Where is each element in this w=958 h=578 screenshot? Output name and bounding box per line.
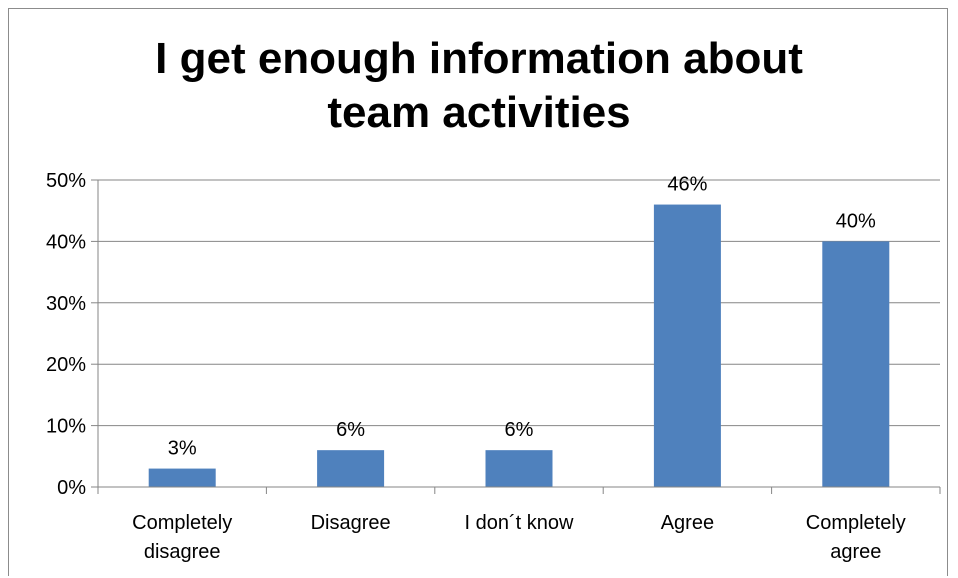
x-tick-label-line: Completely	[806, 512, 906, 534]
y-tick-label: 10%	[46, 416, 86, 438]
axes	[91, 179, 941, 494]
data-label: 6%	[336, 419, 365, 441]
x-tick-label-line: I don´t know	[465, 512, 575, 534]
x-tick-label-line: Completely	[132, 512, 232, 534]
bar	[148, 468, 216, 487]
data-label: 3%	[168, 438, 197, 460]
chart-title: I get enough information about team acti…	[155, 34, 803, 137]
y-tick-label: 0%	[57, 477, 86, 499]
y-tick-label: 20%	[46, 354, 86, 376]
x-tick-label-line: disagree	[144, 541, 221, 563]
data-label: 46%	[667, 174, 707, 196]
x-tick-label: Disagree	[311, 512, 391, 534]
y-tick-label: 50%	[46, 170, 86, 192]
data-label: 40%	[836, 210, 876, 232]
x-tick-label: Agree	[661, 512, 714, 534]
x-tick-label-line: Agree	[661, 512, 714, 534]
data-label: 6%	[505, 419, 534, 441]
x-tick-label-line: Disagree	[311, 512, 391, 534]
bars	[148, 204, 890, 487]
bar	[317, 450, 385, 487]
x-tick-label: Completely disagree	[132, 512, 232, 563]
y-tick-label: 30%	[46, 293, 86, 315]
bar	[485, 450, 553, 487]
x-tick-label-line: agree	[830, 541, 881, 563]
labels: 0% 10% 20% 30% 40% 50% 3% Completely disagree 6% D…	[46, 170, 906, 563]
x-tick-label: I don´t know	[465, 512, 575, 534]
bar	[653, 204, 721, 487]
bar	[822, 241, 890, 487]
gridlines	[98, 179, 940, 427]
y-tick-label: 40%	[46, 231, 86, 253]
x-tick-label: Completely agree	[806, 512, 906, 563]
